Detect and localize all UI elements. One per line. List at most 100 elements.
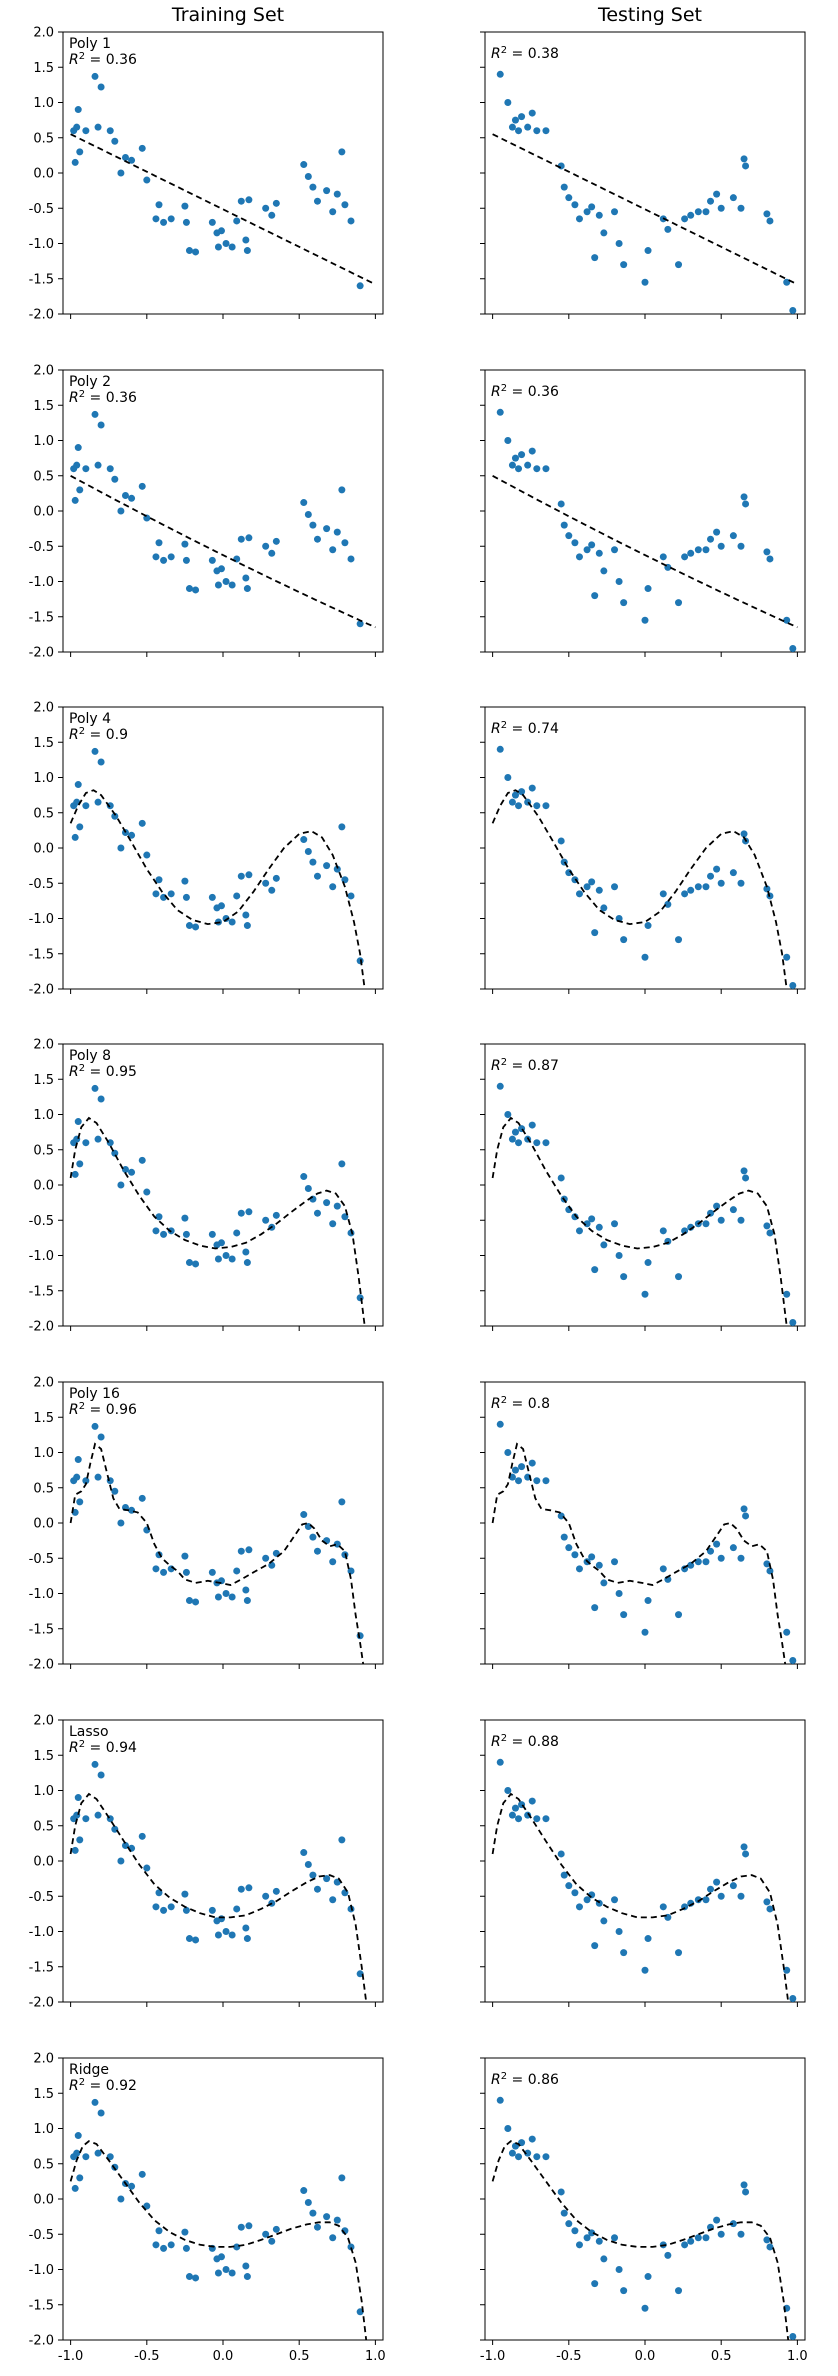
data-point (74, 1456, 82, 1464)
axes-frame (484, 706, 806, 990)
data-point (783, 616, 791, 624)
data-point (664, 900, 672, 908)
data-point (707, 197, 715, 205)
data-point (152, 553, 160, 561)
data-point (160, 556, 168, 564)
data-point (309, 521, 317, 529)
data-point (528, 1121, 536, 1129)
y-tick-label: 0.5 (33, 131, 54, 146)
data-point (575, 1565, 583, 1573)
data-point (243, 1597, 251, 1605)
data-point (565, 1882, 573, 1890)
data-point (664, 2251, 672, 2259)
data-point (117, 507, 125, 515)
fit-curve (491, 1792, 790, 2002)
data-point (591, 254, 599, 262)
r2-annotation: R2 = 0.86 (491, 2071, 559, 2088)
data-point (571, 1551, 579, 1559)
data-point (565, 2220, 573, 2228)
data-point (74, 444, 82, 452)
axes-frame (62, 1043, 384, 1327)
data-point (615, 578, 623, 585)
data-point (245, 534, 253, 542)
data-point (97, 1771, 105, 1779)
data-point (222, 1252, 230, 1259)
data-point (82, 2153, 90, 2161)
data-point (565, 1544, 573, 1552)
data-point (615, 1590, 623, 1597)
y-tick-label: 1.0 (33, 2122, 54, 2137)
data-point (121, 1165, 129, 1173)
data-point (515, 1477, 523, 1485)
data-point (76, 823, 84, 831)
data-point (117, 1519, 125, 1527)
subplot-poly-4-train: 2.0 1.5 1.0 0.5 0.0 -0.5 -1.0 -1.5 -2.0 Poly 4R2 … (29, 701, 384, 998)
data-point (182, 893, 190, 901)
data-point (687, 1223, 695, 1231)
data-point (228, 1255, 236, 1263)
y-tick-label: -2.0 (29, 983, 54, 998)
subplot-test-test: R2 = 0.74 (480, 706, 806, 994)
axes-frame (62, 1381, 384, 1665)
y-tick-label: -2.0 (29, 1320, 54, 1335)
data-point (214, 1931, 222, 1939)
data-point (338, 148, 346, 156)
data-point (560, 521, 568, 529)
data-point (341, 539, 349, 547)
data-point (717, 204, 725, 212)
data-point (496, 2096, 504, 2104)
y-tick-label: -0.5 (29, 2228, 54, 2243)
data-point (94, 798, 102, 806)
data-point (542, 465, 550, 473)
data-point (243, 922, 251, 930)
y-tick-label: 1.0 (33, 96, 54, 111)
data-point (155, 539, 163, 547)
data-point (71, 1846, 79, 1854)
fit-curve (491, 2140, 790, 2340)
data-point (111, 137, 119, 145)
data-point (91, 410, 99, 418)
data-point (160, 1906, 168, 1914)
data-point (575, 1227, 583, 1235)
data-point (591, 929, 599, 937)
data-point (242, 1586, 250, 1594)
data-point (152, 1565, 160, 1573)
data-point (304, 173, 312, 181)
data-point (675, 1949, 683, 1957)
data-point (542, 802, 550, 810)
axes-frame (484, 31, 806, 315)
data-point (185, 1259, 193, 1267)
y-tick-label: -1.5 (29, 1960, 54, 1975)
data-point (82, 1815, 90, 1823)
data-point (763, 548, 771, 556)
data-point (496, 1420, 504, 1428)
data-point (323, 2213, 331, 2221)
y-tick-label: 1.5 (33, 736, 54, 751)
data-point (763, 885, 771, 893)
data-point (783, 953, 791, 961)
data-point (160, 2244, 168, 2252)
data-point (560, 183, 568, 191)
axes-frame (62, 31, 384, 315)
data-point (644, 585, 652, 593)
data-point (515, 465, 523, 473)
data-point (702, 1220, 710, 1228)
data-point (237, 1547, 245, 1555)
data-point (611, 2234, 619, 2242)
data-point (659, 553, 667, 561)
data-point (742, 1850, 750, 1858)
data-point (571, 201, 579, 209)
data-point (338, 1836, 346, 1844)
data-point (713, 865, 721, 873)
data-point (242, 574, 250, 582)
data-point (687, 2237, 695, 2245)
data-point (143, 1188, 151, 1196)
data-point (600, 1579, 608, 1587)
data-point (641, 953, 649, 961)
data-point (528, 2135, 536, 2143)
data-point (583, 883, 591, 891)
data-point (97, 1433, 105, 1441)
data-point (182, 218, 190, 226)
data-point (528, 784, 536, 792)
data-point (76, 486, 84, 494)
